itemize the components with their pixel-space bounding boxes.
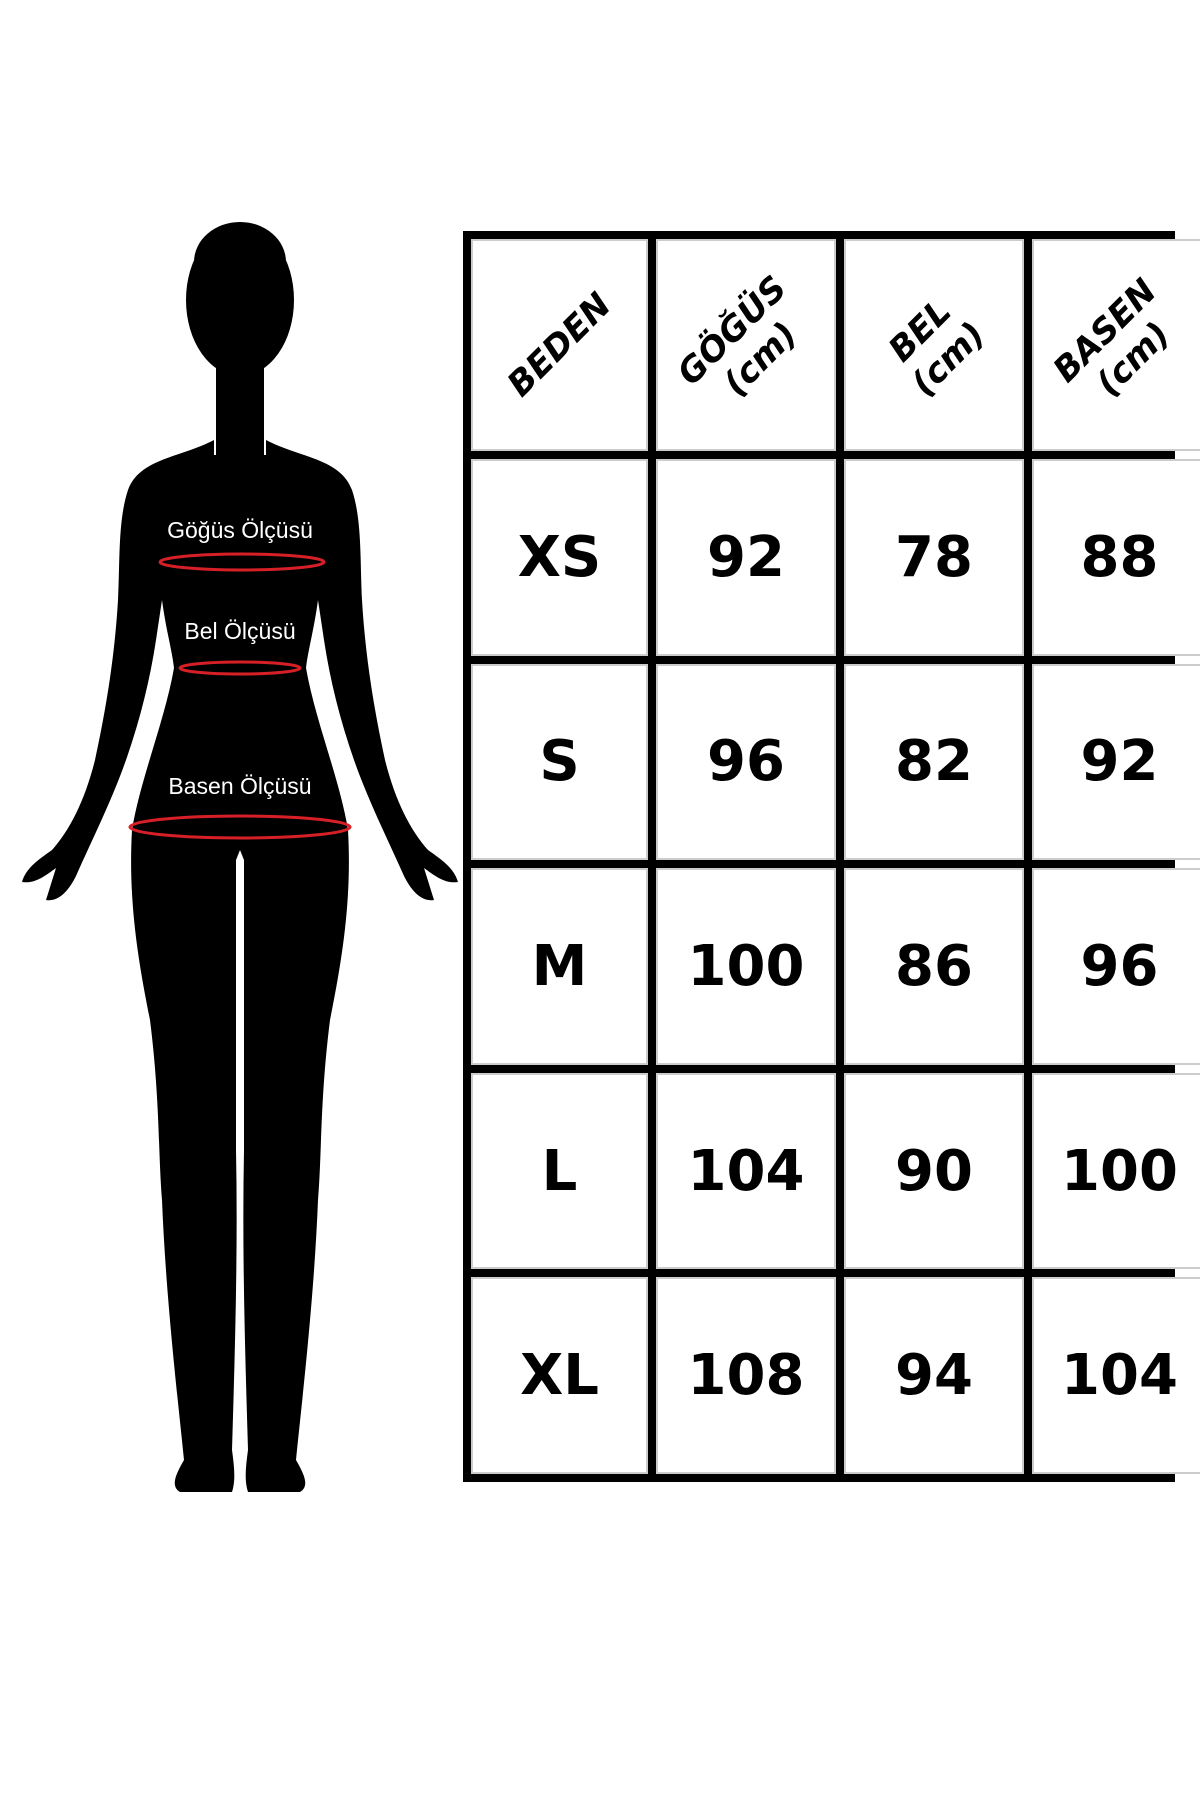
measure-cell: 104 bbox=[1032, 1277, 1200, 1474]
header-label: BASEN (cm) bbox=[1046, 271, 1193, 418]
cell-value: 92 bbox=[1080, 729, 1159, 795]
cell-value: 100 bbox=[1061, 1138, 1178, 1204]
chest-line bbox=[158, 552, 326, 572]
hip-measure-label: Basen Ölçüsü bbox=[168, 773, 312, 799]
size-cell: S bbox=[471, 663, 648, 861]
measure-cell: 96 bbox=[656, 663, 836, 861]
measure-cell: 86 bbox=[844, 868, 1024, 1065]
measure-cell: 108 bbox=[656, 1277, 836, 1474]
cell-value: M bbox=[531, 933, 588, 999]
size-cell: L bbox=[471, 1072, 648, 1270]
cell-value: 94 bbox=[895, 1343, 973, 1409]
measure-cell: 96 bbox=[1032, 868, 1200, 1065]
cell-value: XS bbox=[517, 524, 602, 590]
header-label: BEL (cm) bbox=[875, 286, 993, 404]
size-chart-table: BEDEN GÖĞÜS (cm) BEL (cm) BASEN (cm) XS 92 78 88 S 9… bbox=[463, 231, 1200, 1482]
measure-cell: 92 bbox=[656, 459, 836, 656]
header-waist: BEL (cm) bbox=[844, 239, 1024, 451]
header-name: BEDEN bbox=[499, 285, 620, 405]
size-cell: XL bbox=[471, 1277, 648, 1474]
header-hip: BASEN (cm) bbox=[1032, 239, 1200, 451]
cell-value: 100 bbox=[687, 933, 805, 999]
measure-cell: 88 bbox=[1032, 459, 1200, 656]
measure-lines bbox=[128, 552, 352, 840]
cell-value: 90 bbox=[895, 1138, 973, 1204]
header-label: GÖĞÜS (cm) bbox=[669, 268, 822, 421]
header-label: BEDEN bbox=[500, 285, 620, 405]
cell-value: XL bbox=[520, 1343, 599, 1409]
measure-cell: 92 bbox=[1032, 663, 1200, 861]
cell-value: 96 bbox=[707, 729, 785, 795]
measure-cell: 82 bbox=[844, 663, 1024, 861]
size-cell: XS bbox=[471, 459, 648, 656]
cell-value: 96 bbox=[1080, 933, 1159, 999]
cell-value: 78 bbox=[895, 524, 973, 590]
cell-value: 108 bbox=[687, 1343, 805, 1409]
cell-value: 104 bbox=[687, 1138, 805, 1204]
cell-value: 88 bbox=[1080, 524, 1159, 590]
header-size: BEDEN bbox=[471, 239, 648, 451]
measure-cell: 104 bbox=[656, 1072, 836, 1270]
size-cell: M bbox=[471, 868, 648, 1065]
waist-measure-label: Bel Ölçüsü bbox=[184, 618, 296, 644]
measure-cell: 100 bbox=[1032, 1072, 1200, 1270]
measure-cell: 100 bbox=[656, 868, 836, 1065]
hip-line bbox=[128, 814, 352, 840]
measure-cell: 78 bbox=[844, 459, 1024, 656]
cell-value: 82 bbox=[895, 729, 973, 795]
cell-value: 86 bbox=[895, 933, 973, 999]
chest-measure-label: Göğüs Ölçüsü bbox=[167, 517, 313, 543]
waist-line bbox=[178, 660, 302, 676]
measure-cell: 90 bbox=[844, 1072, 1024, 1270]
cell-value: S bbox=[539, 729, 580, 795]
header-chest: GÖĞÜS (cm) bbox=[656, 239, 836, 451]
cell-value: 92 bbox=[707, 524, 785, 590]
cell-value: L bbox=[541, 1138, 578, 1204]
cell-value: 104 bbox=[1061, 1343, 1178, 1409]
measure-cell: 94 bbox=[844, 1277, 1024, 1474]
